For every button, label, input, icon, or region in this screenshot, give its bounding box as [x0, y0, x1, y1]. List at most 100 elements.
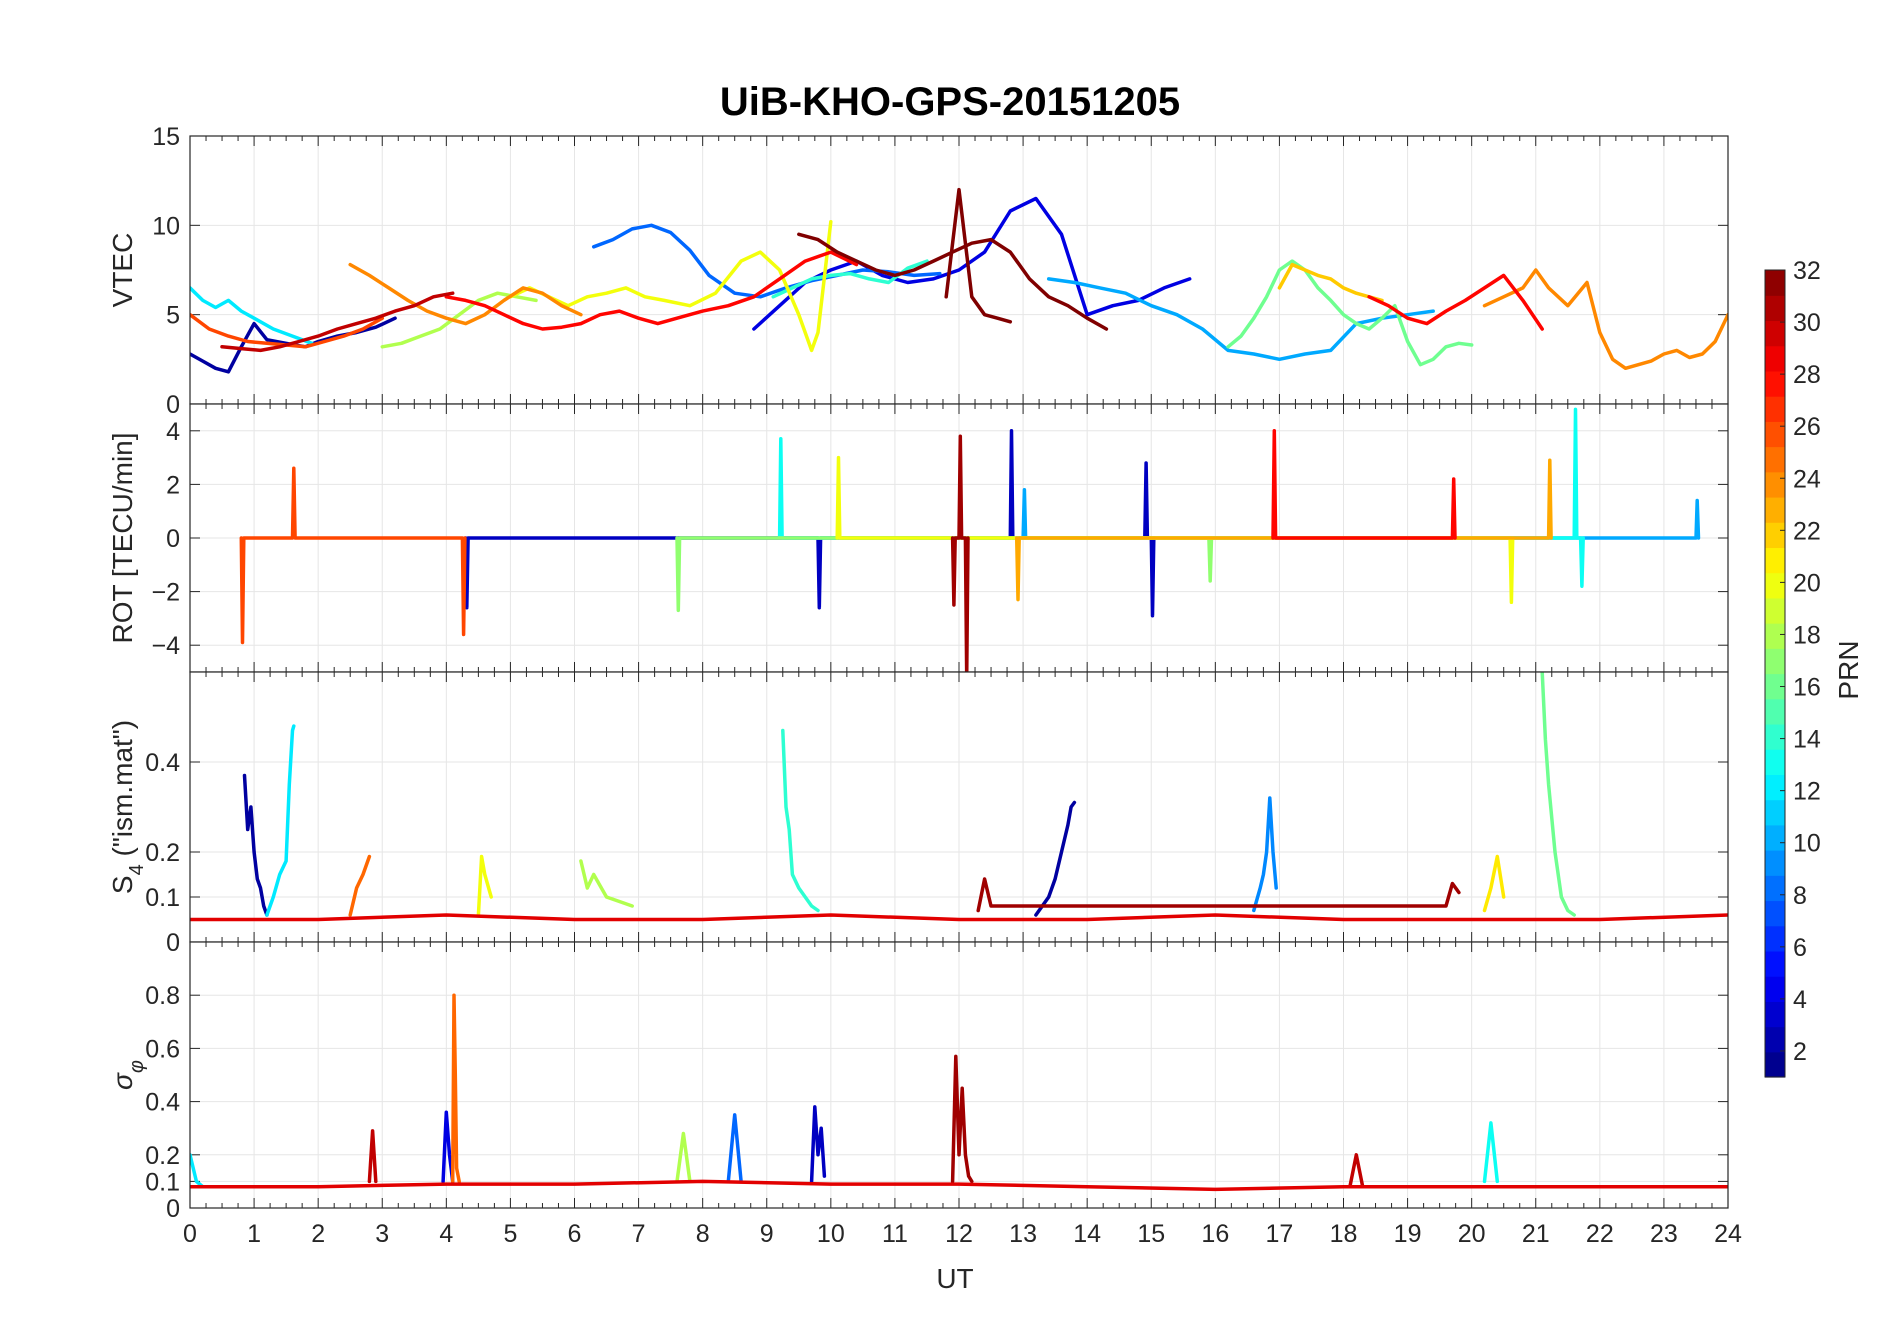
series-group	[239, 407, 1701, 672]
x-tick-label: 18	[1330, 1220, 1358, 1248]
colorbar-segment	[1765, 875, 1785, 902]
series-line-prn-31	[950, 1054, 974, 1184]
colorbar-segment	[1765, 370, 1785, 397]
colorbar-segment	[1765, 1051, 1785, 1078]
colorbar-tick-label: 18	[1793, 621, 1821, 649]
colorbar-tick-label: 2	[1793, 1038, 1807, 1066]
series-group	[190, 672, 1728, 922]
series-line-prn-16	[1540, 672, 1576, 917]
colorbar-segment	[1765, 774, 1785, 801]
series-line-prn-8	[726, 1113, 743, 1184]
x-tick-label: 8	[696, 1220, 710, 1248]
y-tick-label: 0	[166, 391, 180, 419]
series-line-prn-28	[444, 250, 859, 331]
y-tick-label: 10	[152, 212, 180, 240]
colorbar-segment	[1765, 623, 1785, 649]
y-axis-label: ROT [TECU/min]	[107, 432, 138, 643]
series-line-prn-30	[220, 291, 455, 353]
y-tick-label: 0	[166, 525, 180, 553]
colorbar-tick-label: 14	[1793, 726, 1821, 754]
colorbar-tick-label: 32	[1793, 257, 1821, 285]
colorbar-segment	[1765, 345, 1785, 372]
colorbar-segment	[1765, 1026, 1785, 1053]
x-tick-label: 20	[1458, 1220, 1486, 1248]
y-tick-label: 0	[166, 1195, 180, 1223]
colorbar-segment	[1765, 471, 1785, 498]
x-tick-label: 17	[1266, 1220, 1294, 1248]
series-line-prn-32	[944, 187, 1013, 324]
series-line-prn-22	[1277, 262, 1384, 303]
x-tick-label: 9	[760, 1220, 774, 1248]
x-tick-label: 15	[1137, 1220, 1165, 1248]
y-tick-label: 0.2	[145, 839, 180, 867]
y-tick-label: 15	[152, 123, 180, 151]
colorbar-tick-label: 30	[1793, 309, 1821, 337]
colorbar-segment	[1765, 1001, 1785, 1028]
colorbar-segment	[1765, 950, 1785, 977]
panel-vtec: 0 5 10 15 VTEC	[107, 123, 1729, 419]
x-tick-label: 1	[247, 1220, 261, 1248]
series-line-prn-18	[579, 859, 634, 908]
series-line-prn-28	[1367, 273, 1544, 331]
x-tick-label: 6	[568, 1220, 582, 1248]
series-line-prn-21	[1482, 854, 1506, 913]
colorbar-segment	[1765, 295, 1785, 322]
colorbar-segment	[1765, 673, 1785, 700]
series-line-prn-20	[508, 220, 833, 353]
colorbar-segment	[1765, 900, 1785, 927]
series-line-prn-31	[950, 434, 970, 672]
series-line-prn-9	[1252, 796, 1278, 913]
x-tick-label: 23	[1650, 1220, 1678, 1248]
x-tick-label: 21	[1522, 1220, 1550, 1248]
series-line-prn-24	[348, 262, 583, 326]
colorbar-tick-label: 20	[1793, 569, 1821, 597]
colorbar-segment	[1765, 522, 1785, 549]
x-tick-label: 0	[183, 1220, 197, 1248]
colorbar-segment	[1765, 270, 1785, 296]
colorbar-tick-label: 10	[1793, 830, 1821, 858]
series-line-prn-25	[348, 854, 372, 917]
colorbar-segment	[1765, 496, 1785, 523]
series-line-prn-29	[190, 913, 1728, 922]
colorbar-tick-label: 12	[1793, 778, 1821, 806]
y-tick-label: 0.4	[145, 749, 180, 777]
series-line-prn-16	[1226, 259, 1474, 367]
colorbar-segment	[1765, 572, 1785, 599]
colorbar-tick-label: 4	[1793, 986, 1807, 1014]
y-tick-label: 0.2	[145, 1142, 180, 1170]
y-tick-label: 0.6	[145, 1035, 180, 1063]
colorbar-segment	[1765, 698, 1785, 725]
colorbar-tick-label: 22	[1793, 517, 1821, 545]
x-tick-label: 3	[375, 1220, 389, 1248]
series-line-prn-26	[239, 466, 467, 645]
series-line-prn-20	[476, 854, 493, 917]
panel-rot: −4 −2 0 2 4 ROT [TECU/min]	[107, 403, 1729, 673]
y-axis-label: VTEC	[107, 233, 138, 308]
y-tick-label: 0.1	[145, 884, 180, 912]
colorbar-tick-label: 28	[1793, 361, 1821, 389]
colorbar-segment	[1765, 723, 1785, 750]
panel-s4: 0 0.1 0.2 0.4S4 ("ism.mat")	[107, 671, 1729, 957]
x-tick-label: 2	[311, 1220, 325, 1248]
colorbar-label: PRN	[1833, 640, 1864, 699]
colorbar-tick-label: 8	[1793, 882, 1807, 910]
x-axis-label: UT	[936, 1263, 973, 1294]
series-line-prn-31	[976, 877, 1461, 913]
x-tick-label: 12	[945, 1220, 973, 1248]
x-tick-label: 14	[1073, 1220, 1101, 1248]
colorbar-segment	[1765, 597, 1785, 624]
y-tick-label: 0.1	[145, 1168, 180, 1196]
series-group	[190, 993, 1728, 1192]
series-line-prn-18	[675, 1131, 692, 1184]
series-line-prn-24	[1482, 268, 1728, 371]
y-tick-label: 0.4	[145, 1089, 180, 1117]
colorbar-tick-label: 16	[1793, 674, 1821, 702]
chart-title: UiB-KHO-GPS-20151205	[720, 80, 1180, 124]
series-line-prn-29	[190, 1179, 1728, 1192]
colorbar-segment	[1765, 547, 1785, 574]
y-tick-label: 0	[166, 929, 180, 957]
